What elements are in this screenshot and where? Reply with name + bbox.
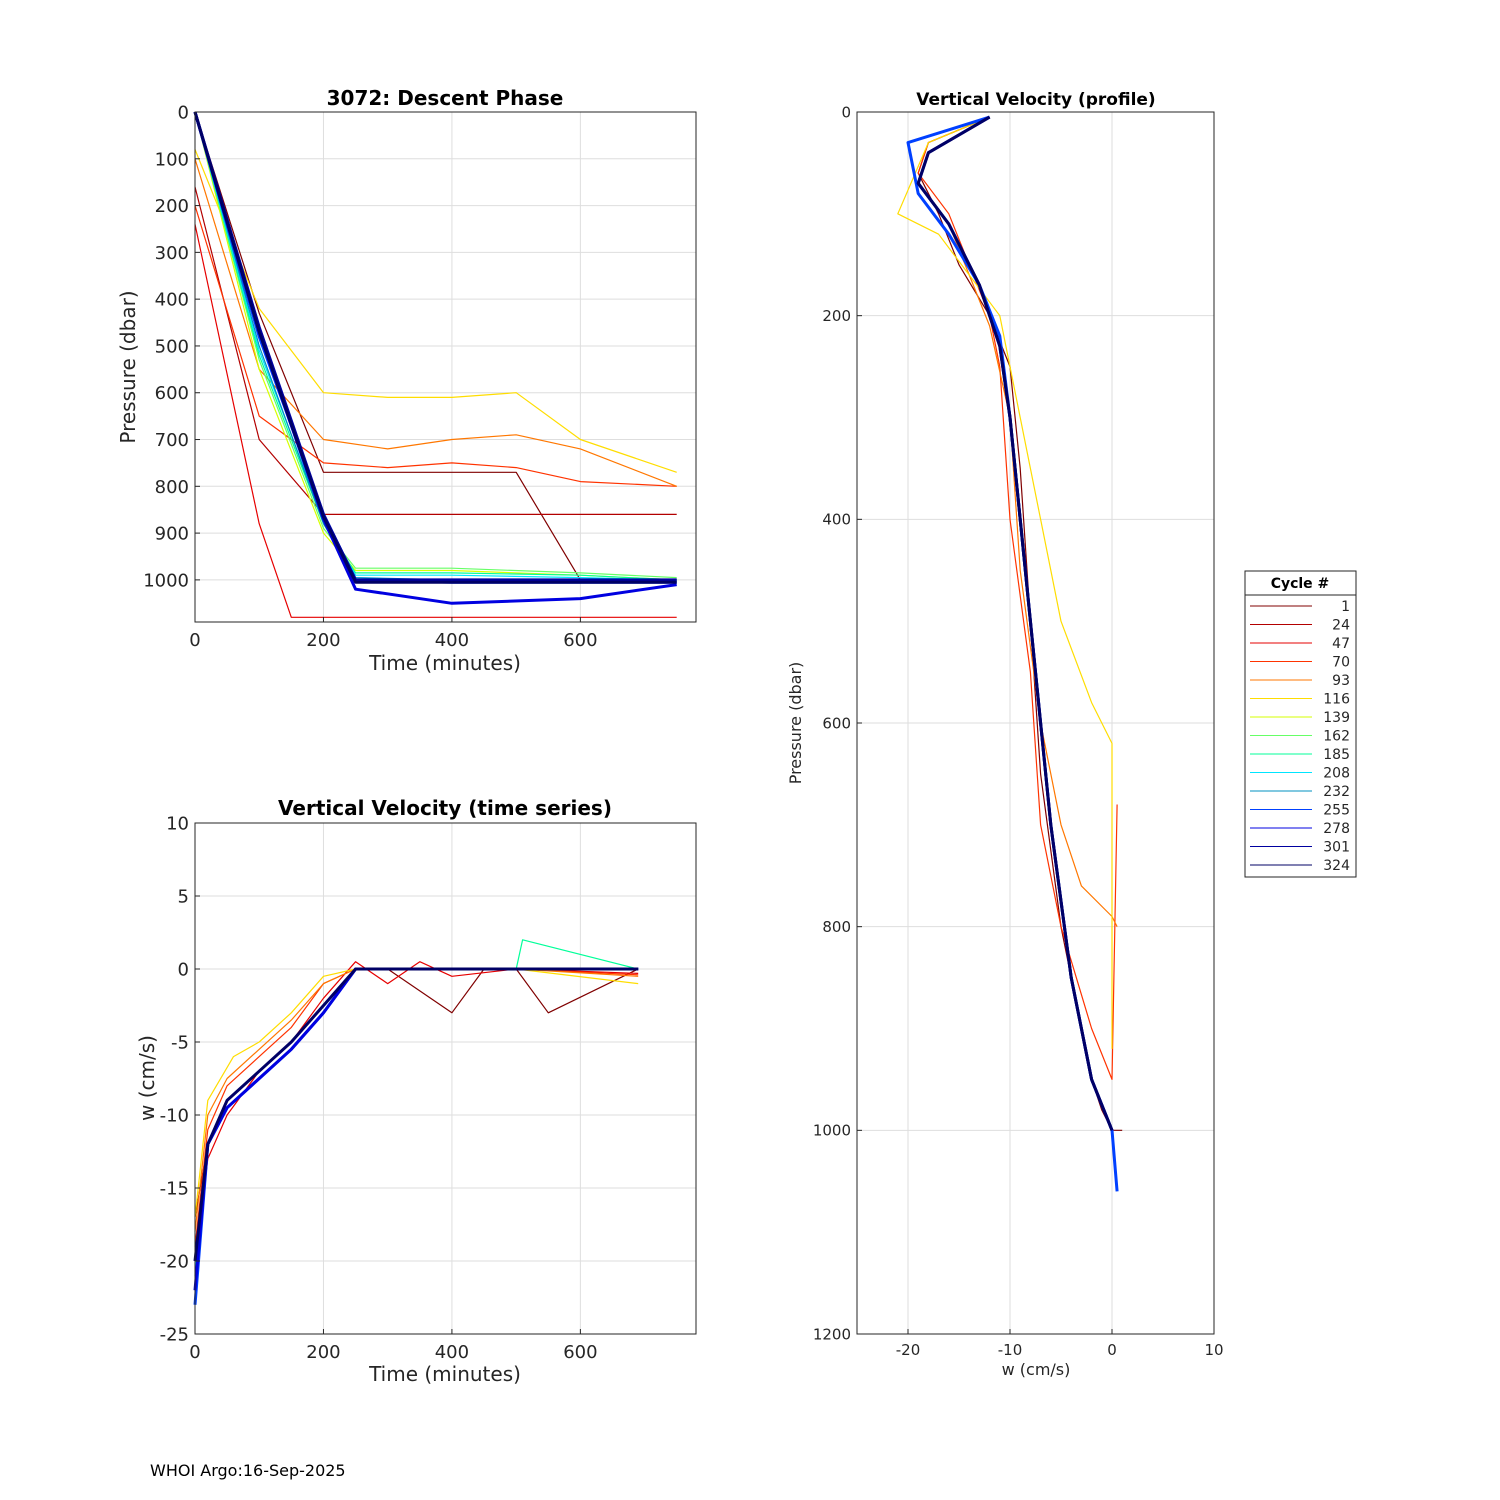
descent-ytick-label: 800	[155, 477, 189, 498]
descent-xtick-label: 600	[563, 630, 597, 651]
wprofile-xtick-label: -20	[896, 1341, 921, 1359]
wtime-ytick-label: -15	[160, 1178, 189, 1199]
descent-ytick-label: 900	[155, 524, 189, 545]
legend-label-47: 47	[1332, 636, 1350, 652]
wprofile-xtick-label: -10	[998, 1341, 1023, 1359]
wprofile-title: Vertical Velocity (profile)	[916, 90, 1155, 110]
wtime-ytick-label: 10	[166, 813, 189, 834]
descent-ytick-label: 600	[155, 383, 189, 404]
wtime-ytick-label: 5	[178, 886, 189, 907]
legend-label-278: 278	[1323, 821, 1350, 837]
legend: Cycle # 1 24 47 70 93 116 139 162 185 208 232 255 27…	[1244, 570, 1357, 878]
legend-label-255: 255	[1323, 803, 1350, 819]
wtime-panel: Vertical Velocity (time series) 0 200 400 6…	[135, 796, 697, 1386]
descent-ytick-label: 1000	[143, 570, 189, 591]
descent-xtick-label: 0	[189, 630, 200, 651]
legend-label-208: 208	[1323, 766, 1350, 782]
descent-series-93	[194, 158, 677, 487]
wtime-series-47	[194, 961, 639, 1262]
descent-axes-background	[195, 112, 696, 622]
wprofile-ytick-label: 1200	[813, 1325, 851, 1343]
legend-label-301: 301	[1323, 840, 1350, 856]
wtime-ytick-label: -25	[160, 1324, 189, 1345]
descent-xlabel: Time (minutes)	[368, 651, 521, 675]
wtime-xtick-label: 0	[189, 1342, 200, 1363]
descent-ytick-label: 500	[155, 336, 189, 357]
wtime-ytick-label: -5	[171, 1032, 189, 1053]
wtime-ytick-label: -20	[160, 1251, 189, 1272]
wtime-xtick-label: 600	[563, 1342, 597, 1363]
wprofile-series-324	[916, 115, 1114, 1131]
descent-xtick-label: 400	[435, 630, 469, 651]
wtime-ytick-label: -10	[160, 1105, 189, 1126]
descent-series-208	[194, 111, 677, 581]
legend-label-93: 93	[1332, 673, 1350, 689]
descent-series-70	[194, 205, 677, 487]
descent-series-324	[193, 111, 677, 584]
legend-label-116: 116	[1323, 692, 1350, 708]
descent-series-1	[194, 111, 677, 581]
legend-label-324: 324	[1323, 858, 1350, 874]
wprofile-ytick-label: 200	[822, 307, 851, 325]
legend-box	[1244, 570, 1357, 878]
descent-title: 3072: Descent Phase	[327, 86, 564, 110]
descent-series-116	[194, 149, 677, 473]
descent-xtick-label: 200	[306, 630, 340, 651]
legend-label-139: 139	[1323, 710, 1350, 726]
descent-ytick-label: 100	[155, 149, 189, 170]
wprofile-ytick-label: 800	[822, 918, 851, 936]
wtime-axes-background	[195, 823, 696, 1334]
wtime-xtick-label: 200	[306, 1342, 340, 1363]
descent-series-47	[194, 224, 677, 618]
wprofile-ytick-label: 0	[841, 103, 851, 121]
legend-label-1: 1	[1341, 599, 1350, 615]
legend-label-162: 162	[1323, 729, 1350, 745]
descent-ytick-label: 400	[155, 290, 189, 311]
descent-ytick-label: 200	[155, 196, 189, 217]
descent-series-162	[194, 111, 677, 579]
footer-credit: WHOI Argo:16-Sep-2025	[150, 1461, 346, 1480]
descent-ytick-label: 700	[155, 430, 189, 451]
legend-title: Cycle #	[1271, 576, 1330, 592]
wtime-axes-frame	[194, 822, 697, 1335]
wprofile-series-70	[917, 116, 1118, 1081]
legend-label-185: 185	[1323, 747, 1350, 763]
descent-ytick-label: 0	[178, 102, 189, 123]
wtime-title: Vertical Velocity (time series)	[278, 796, 612, 820]
wprofile-ytick-label: 400	[822, 511, 851, 529]
descent-ylabel: Pressure (dbar)	[116, 290, 140, 443]
wprofile-ytick-label: 1000	[813, 1122, 851, 1140]
wprofile-ytick-label: 600	[822, 714, 851, 732]
wtime-ylabel: w (cm/s)	[135, 1035, 159, 1121]
wtime-xtick-label: 400	[435, 1342, 469, 1363]
wtime-ytick-label: 0	[178, 959, 189, 980]
wprofile-series-116	[897, 116, 1113, 1049]
descent-panel: 3072: Descent Phase 0 200 400 600 0 100 200 30…	[116, 86, 697, 675]
wprofile-xtick-label: 0	[1107, 1341, 1117, 1359]
wprofile-panel: Vertical Velocity (profile) -20 -10 0 10 0 2…	[786, 90, 1224, 1379]
descent-series-24	[194, 186, 677, 516]
wtime-xlabel: Time (minutes)	[368, 1362, 521, 1386]
wprofile-xtick-label: 10	[1204, 1341, 1223, 1359]
descent-series-185	[194, 111, 677, 581]
wprofile-xlabel: w (cm/s)	[1002, 1360, 1071, 1379]
legend-label-24: 24	[1332, 618, 1350, 634]
descent-axes-frame	[194, 111, 697, 623]
wprofile-ylabel: Pressure (dbar)	[786, 662, 805, 785]
wtime-series-324	[193, 967, 639, 1262]
legend-label-70: 70	[1332, 655, 1350, 671]
legend-label-232: 232	[1323, 784, 1350, 800]
descent-ytick-label: 300	[155, 243, 189, 264]
